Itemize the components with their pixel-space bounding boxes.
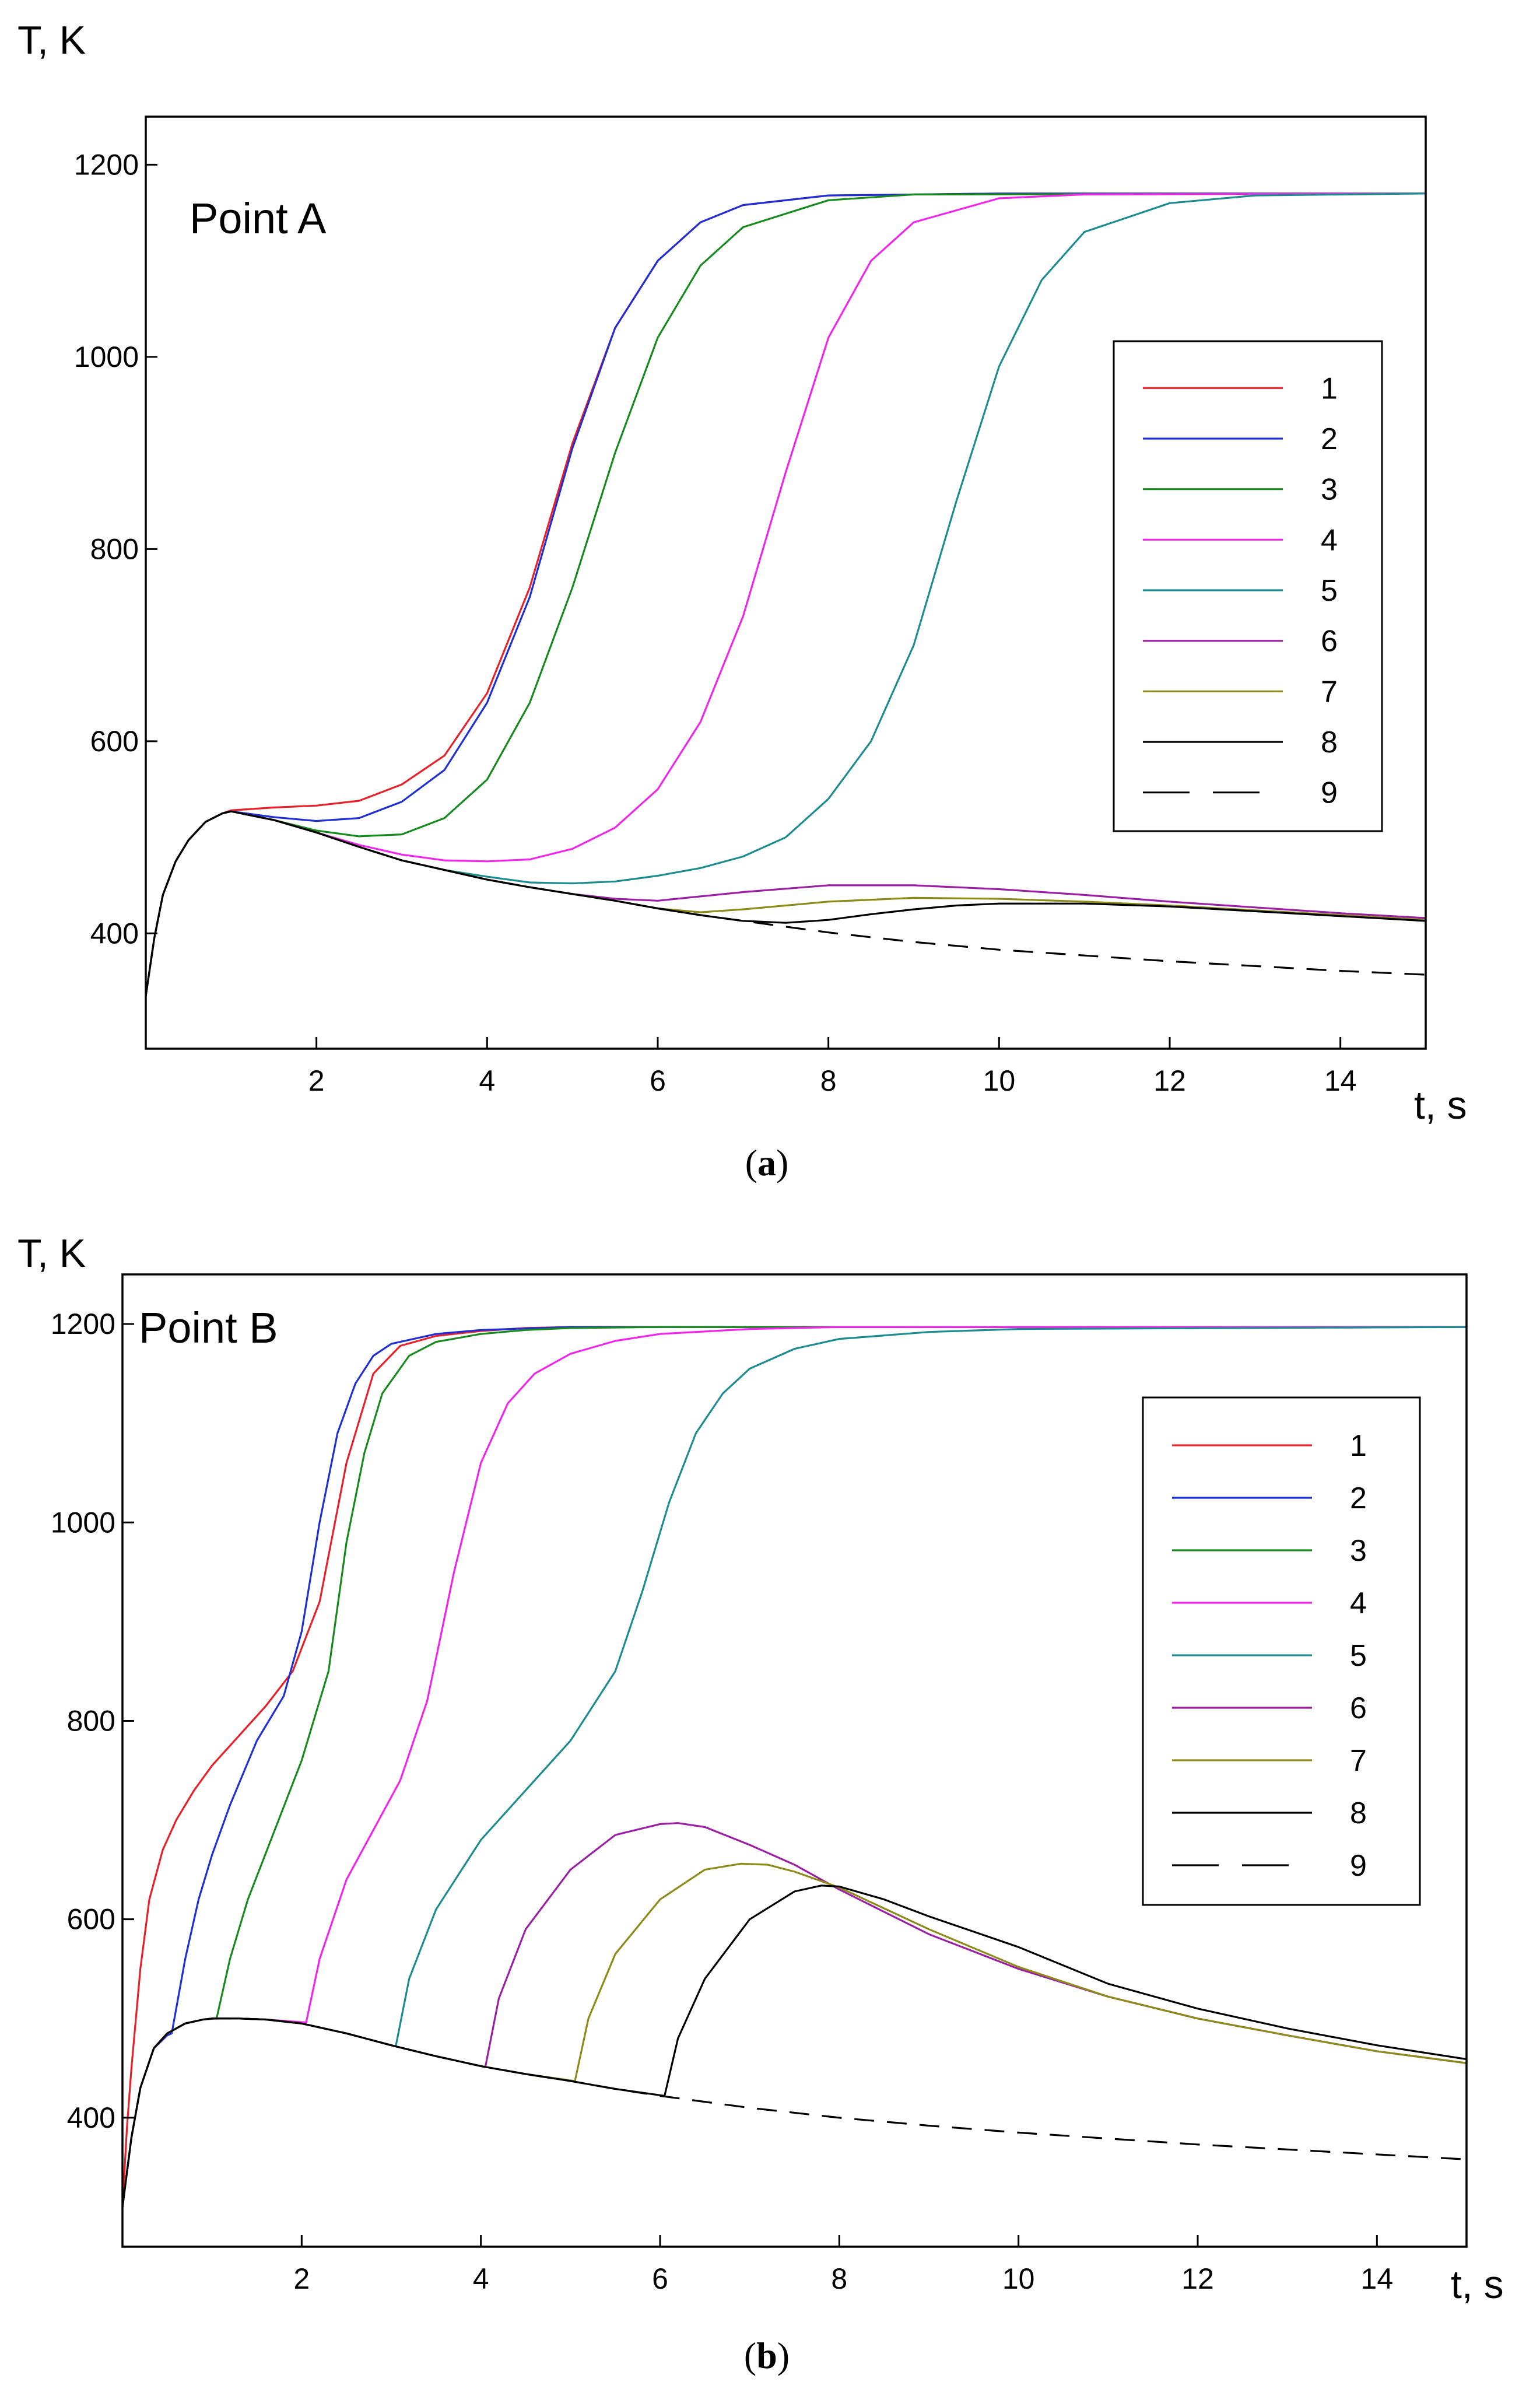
panel-b: T, K t, s Point B 2 4 6 8 10 12 14400600800100… — [17, 1231, 1504, 2376]
panel-a-caption-open: ( — [745, 1142, 757, 1183]
panel-b-caption-open: ( — [744, 2335, 756, 2376]
panel-a-ytick-label: 800 — [90, 533, 139, 565]
panel-a: T, K t, s Point A 2 4 6 8 10 12 14400600800100… — [17, 18, 1467, 1183]
panel-a-caption: (a) — [745, 1142, 789, 1183]
panel-b-series-8-line — [122, 1884, 1467, 2208]
panel-b-legend-box — [1142, 1396, 1421, 1906]
panel-b-series-lines — [122, 1326, 1467, 2208]
panel-a-xtick-label: 10 — [983, 1064, 1016, 1097]
panel-a-legend-label-7: 7 — [1321, 675, 1338, 709]
panel-b-xlabel: t, s — [1451, 2262, 1504, 2307]
panel-b-caption: (b) — [744, 2335, 790, 2376]
panel-b-legend-label-8: 8 — [1350, 1796, 1367, 1830]
panel-a-legend-label-3: 3 — [1321, 473, 1338, 507]
panel-b-axes-frame — [121, 1273, 1468, 2248]
panel-b-legend-label-7: 7 — [1350, 1744, 1367, 1778]
panel-b-series-9-line — [122, 2017, 1467, 2208]
panel-a-ytick-label: 1200 — [74, 148, 139, 181]
panel-b-legend-label-1: 1 — [1350, 1429, 1367, 1463]
panel-a-xtick-label: 14 — [1324, 1064, 1357, 1097]
panel-a-legend-label-1: 1 — [1321, 372, 1338, 405]
panel-b-legend-label-9: 9 — [1350, 1849, 1367, 1883]
panel-a-series-lines — [146, 192, 1426, 997]
panel-b-legend-label-4: 4 — [1350, 1586, 1367, 1620]
panel-a-series-8-line — [146, 810, 1426, 997]
panel-a-xtick-label: 4 — [479, 1064, 495, 1097]
panel-a-legend: 1 2 3 4 5 6 7 8 9 — [1113, 340, 1383, 832]
panel-a-ylabel: T, K — [17, 18, 86, 62]
panel-b-ytick-label: 1200 — [51, 1308, 115, 1340]
panel-a-legend-label-8: 8 — [1321, 726, 1338, 759]
panel-a-caption-letter: a — [757, 1142, 776, 1183]
panel-a-legend-label-5: 5 — [1321, 574, 1338, 608]
panel-b-legend-label-5: 5 — [1350, 1639, 1367, 1673]
panel-b-legend-label-6: 6 — [1350, 1691, 1367, 1725]
panel-b-xtick-label: 12 — [1181, 2262, 1214, 2295]
panel-a-ytick-label: 1000 — [74, 341, 139, 373]
panel-b-xtick-label: 14 — [1361, 2262, 1394, 2295]
panel-b-ytick-label: 600 — [67, 1903, 115, 1936]
panel-b-caption-letter: b — [756, 2335, 777, 2376]
panel-b-xtick-label: 6 — [652, 2262, 668, 2295]
panel-b-ylabel: T, K — [17, 1231, 86, 1276]
panel-a-xlabel: t, s — [1414, 1083, 1467, 1127]
panel-a-series-9-line — [146, 810, 1426, 996]
panel-b-legend: 1 2 3 4 5 6 7 8 9 — [1142, 1396, 1421, 1906]
panel-b-series-7-line — [122, 1862, 1467, 2208]
panel-b-xtick-label: 10 — [1002, 2262, 1035, 2295]
panel-b-ytick-label: 400 — [67, 2101, 115, 2134]
panel-a-caption-close: ) — [776, 1142, 788, 1183]
panel-b-caption-close: ) — [777, 2335, 790, 2376]
panel-b-xtick-label: 8 — [831, 2262, 847, 2295]
panel-b-annotation: Point B — [139, 1304, 278, 1352]
panel-b-xtick-label: 4 — [473, 2262, 489, 2295]
panel-a-xtick-label: 12 — [1153, 1064, 1186, 1097]
panel-b-xtick-label: 2 — [293, 2262, 310, 2295]
panel-a-axes-frame — [145, 115, 1427, 1050]
panel-a-legend-label-9: 9 — [1321, 776, 1338, 810]
panel-a-legend-label-4: 4 — [1321, 523, 1338, 557]
panel-b-ytick-label: 800 — [67, 1704, 115, 1737]
panel-a-annotation: Point A — [190, 194, 327, 243]
panel-b-legend-label-2: 2 — [1350, 1481, 1367, 1515]
panel-b-ytick-label: 1000 — [51, 1506, 115, 1539]
panel-a-legend-label-6: 6 — [1321, 625, 1338, 658]
panel-b-legend-label-3: 3 — [1350, 1534, 1367, 1568]
panel-a-legend-label-2: 2 — [1321, 422, 1338, 456]
panel-a-legend-box — [1113, 340, 1383, 832]
panel-a-xtick-label: 6 — [650, 1064, 666, 1097]
panel-a-ytick-label: 400 — [90, 917, 139, 950]
panel-a-xtick-label: 8 — [820, 1064, 837, 1097]
panel-a-xtick-label: 2 — [308, 1064, 325, 1097]
panel-a-ytick-label: 600 — [90, 725, 139, 758]
